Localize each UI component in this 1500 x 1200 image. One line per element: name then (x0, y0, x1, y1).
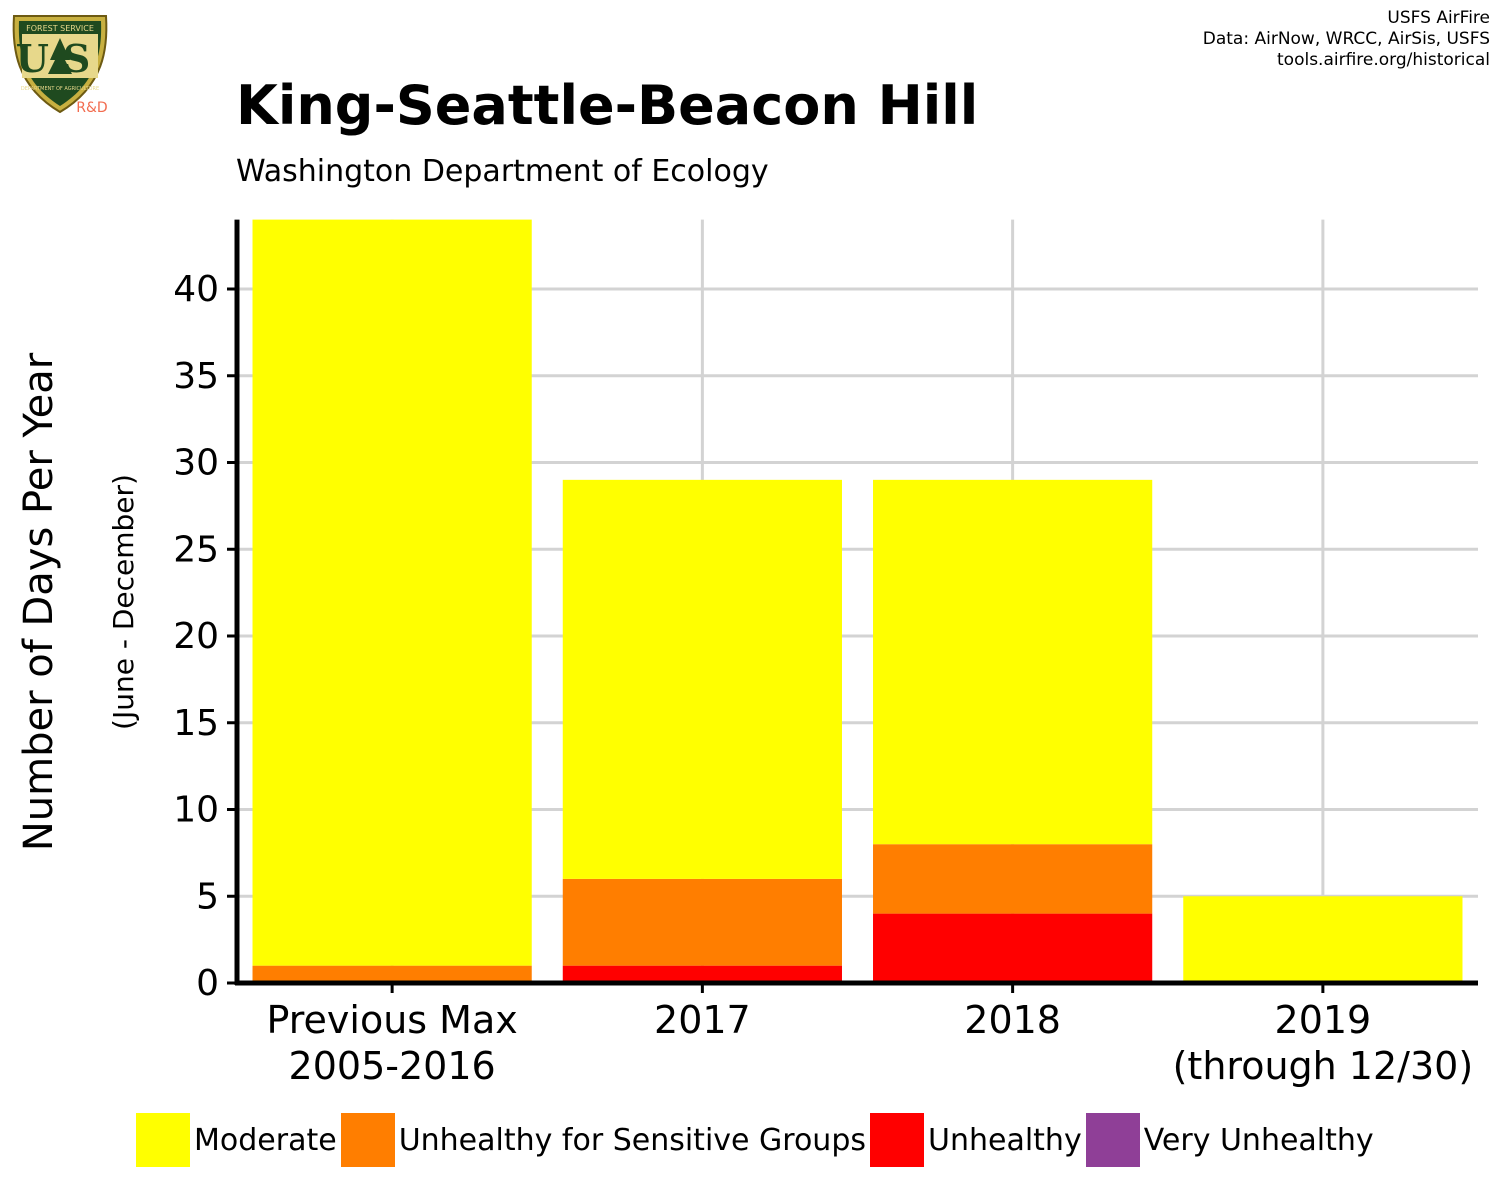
legend-swatch (136, 1113, 190, 1167)
bar-segment-3-2 (1183, 896, 1463, 983)
legend-label: Very Unhealthy (1143, 1122, 1374, 1158)
logo-bottom-text: DEPARTMENT OF AGRICULTURE (21, 86, 99, 92)
bar-segment-1-0 (562, 965, 842, 983)
legend-swatch (340, 1113, 395, 1167)
y-tick-label-4: 20 (173, 616, 219, 657)
legend-item: Moderate (136, 1113, 337, 1167)
usfs-logo: US FOREST SERVICE DEPARTMENT OF AGRICULT… (12, 15, 108, 116)
legend-swatch (870, 1113, 924, 1167)
y-tick-label-3: 15 (173, 703, 219, 744)
legend-label: Unhealthy for Sensitive Groups (398, 1122, 866, 1158)
legend-label: Unhealthy (928, 1122, 1082, 1158)
y-tick-label-7: 35 (173, 356, 219, 397)
chart-legend: Moderate Unhealthy for Sensitive Groups Un… (136, 1112, 1378, 1168)
logo-tree (48, 38, 72, 74)
x-tick-label-3-1: (through 12/30) (1173, 1044, 1474, 1088)
y-tick-label-5: 25 (173, 529, 219, 570)
legend-item: Unhealthy (870, 1113, 1082, 1167)
y-tick-label-2: 10 (173, 790, 219, 831)
x-tick-label-0-0: Previous Max (267, 998, 518, 1042)
credit-source-name: USFS AirFire (1387, 8, 1490, 28)
bar-segment-2-1 (873, 844, 1153, 914)
y-tick-label-6: 30 (173, 443, 219, 484)
bar-segment-1-1 (562, 878, 842, 966)
bar-segment-1-2 (562, 479, 842, 879)
y-tick-label-0: 0 (196, 963, 219, 1004)
x-tick-label-3-0: 2019 (1275, 998, 1372, 1042)
legend-item: Unhealthy for Sensitive Groups (340, 1113, 866, 1167)
legend-item: Very Unhealthy (1085, 1113, 1374, 1167)
credit-data-sources: Data: AirNow, WRCC, AirSis, USFS (1202, 29, 1490, 49)
chart-title: King-Seattle-Beacon Hill (236, 74, 979, 137)
bar-segment-2-0 (873, 913, 1153, 983)
y-axis-title: Number of Days Per Year (16, 352, 62, 851)
chart-subtitle: Washington Department of Ecology (236, 154, 769, 189)
x-tick-label-0-1: 2005-2016 (289, 1044, 496, 1088)
bar-segment-0-1 (252, 965, 532, 983)
legend-swatch (1085, 1113, 1140, 1167)
y-tick-label-1: 5 (196, 876, 219, 917)
bar-segment-2-2 (873, 479, 1153, 845)
logo-rd-tag: R&D (76, 100, 107, 116)
credit-url: tools.airfire.org/historical (1277, 50, 1490, 70)
bar-segment-0-2 (252, 219, 532, 966)
legend-label: Moderate (194, 1122, 337, 1158)
x-tick-label-2-0: 2018 (964, 998, 1061, 1042)
logo-top-text: FOREST SERVICE (26, 24, 94, 33)
y-axis-subtitle: (June - December) (107, 474, 140, 730)
y-tick-label-8: 40 (173, 269, 219, 310)
credits: USFS AirFire Data: AirNow, WRCC, AirSis,… (1203, 8, 1490, 71)
x-tick-label-1-0: 2017 (654, 998, 751, 1042)
